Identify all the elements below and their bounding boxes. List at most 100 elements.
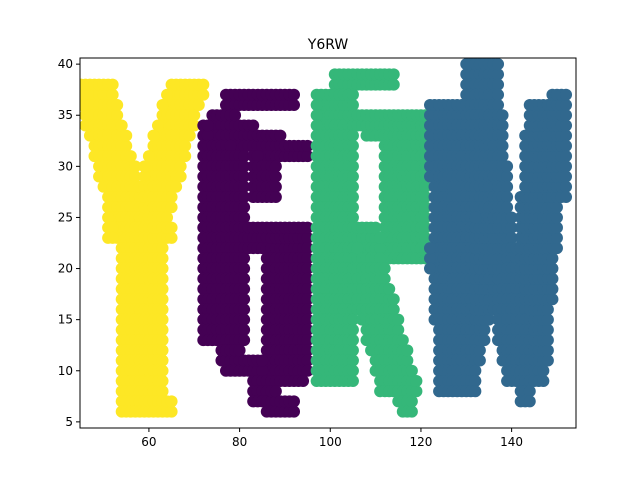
scatter-point bbox=[346, 364, 359, 377]
scatter-point bbox=[419, 191, 432, 204]
scatter-point bbox=[505, 231, 518, 244]
scatter-point bbox=[560, 109, 573, 122]
scatter-point bbox=[156, 282, 169, 295]
scatter-point bbox=[550, 211, 563, 224]
y-tick-label: 20 bbox=[58, 262, 73, 276]
scatter-point bbox=[156, 99, 169, 112]
series-w-points bbox=[424, 58, 573, 408]
scatter-point bbox=[419, 211, 432, 224]
scatter-point bbox=[156, 252, 169, 265]
scatter-point bbox=[405, 364, 418, 377]
scatter-point bbox=[387, 293, 400, 306]
scatter-point bbox=[346, 374, 359, 387]
scatter-point bbox=[161, 211, 174, 224]
scatter-point bbox=[301, 139, 314, 152]
scatter-point bbox=[288, 99, 300, 112]
scatter-point bbox=[129, 160, 142, 173]
scatter-point bbox=[238, 334, 251, 347]
scatter-point bbox=[301, 323, 314, 336]
scatter-point bbox=[541, 334, 554, 347]
scatter-point bbox=[179, 150, 192, 163]
scatter-point bbox=[156, 334, 169, 347]
scatter-point bbox=[156, 242, 169, 255]
scatter-point bbox=[106, 88, 119, 101]
scatter-point bbox=[346, 180, 359, 193]
scatter-point bbox=[238, 201, 251, 214]
scatter-point bbox=[124, 150, 137, 163]
scatter-point bbox=[392, 323, 405, 336]
scatter-point bbox=[496, 109, 509, 122]
scatter-point bbox=[374, 242, 387, 255]
scatter-point bbox=[473, 344, 486, 357]
scatter-point bbox=[165, 405, 178, 418]
scatter-point bbox=[378, 262, 391, 275]
scatter-point bbox=[165, 231, 178, 244]
scatter-point bbox=[238, 211, 251, 224]
scatter-point bbox=[310, 119, 323, 132]
x-tick-label: 60 bbox=[141, 435, 156, 449]
scatter-point bbox=[492, 58, 505, 71]
x-tick-label: 120 bbox=[409, 435, 432, 449]
scatter-point bbox=[560, 191, 573, 204]
scatter-point bbox=[174, 160, 187, 173]
scatter-point bbox=[424, 252, 437, 265]
scatter-point bbox=[106, 231, 119, 244]
scatter-point bbox=[419, 201, 432, 214]
scatter-point bbox=[546, 252, 559, 265]
scatter-point bbox=[165, 395, 178, 408]
scatter-point bbox=[346, 354, 359, 367]
scatter-point bbox=[238, 150, 251, 163]
scatter-point bbox=[247, 119, 260, 132]
scatter-point bbox=[505, 211, 518, 224]
scatter-point bbox=[346, 201, 359, 214]
scatter-point bbox=[401, 354, 414, 367]
scatter-point bbox=[288, 88, 300, 101]
scatter-point bbox=[174, 170, 187, 183]
scatter-point bbox=[161, 88, 174, 101]
scatter-point bbox=[256, 354, 269, 367]
y-tick-label: 10 bbox=[58, 364, 73, 378]
scatter-point bbox=[346, 170, 359, 183]
scatter-point bbox=[301, 364, 314, 377]
scatter-point bbox=[301, 252, 314, 265]
scatter-point bbox=[165, 201, 178, 214]
scatter-point bbox=[501, 170, 514, 183]
scatter-point bbox=[405, 405, 418, 418]
scatter-point bbox=[482, 313, 495, 326]
scatter-point bbox=[233, 344, 246, 357]
scatter-point bbox=[501, 191, 514, 204]
scatter-point bbox=[301, 282, 314, 295]
scatter-point bbox=[156, 293, 169, 306]
scatter-point bbox=[301, 334, 314, 347]
scatter-point bbox=[238, 262, 251, 275]
scatter-point bbox=[560, 160, 573, 173]
scatter-point bbox=[269, 160, 282, 173]
scatter-point bbox=[469, 364, 482, 377]
scatter-point bbox=[346, 139, 359, 152]
scatter-point bbox=[374, 231, 387, 244]
scatter-point bbox=[238, 272, 251, 285]
scatter-point bbox=[478, 323, 491, 336]
scatter-point bbox=[541, 323, 554, 336]
scatter-point bbox=[301, 221, 314, 234]
scatter-point bbox=[383, 282, 396, 295]
scatter-point bbox=[401, 344, 414, 357]
x-tick-label: 100 bbox=[319, 435, 342, 449]
scatter-point bbox=[546, 262, 559, 275]
scatter-point bbox=[147, 129, 160, 142]
scatter-point bbox=[496, 119, 509, 132]
scatter-point bbox=[501, 160, 514, 173]
scatter-point bbox=[170, 180, 183, 193]
scatter-point bbox=[269, 170, 282, 183]
scatter-point bbox=[346, 323, 359, 336]
scatter-point bbox=[238, 323, 251, 336]
y-tick-label: 35 bbox=[58, 108, 73, 122]
scatter-point bbox=[537, 364, 550, 377]
scatter-point bbox=[301, 293, 314, 306]
scatter-point bbox=[197, 88, 210, 101]
scatter-point bbox=[492, 99, 505, 112]
scatter-point bbox=[269, 385, 282, 398]
scatter-point bbox=[115, 119, 128, 132]
scatter-point bbox=[496, 150, 509, 163]
